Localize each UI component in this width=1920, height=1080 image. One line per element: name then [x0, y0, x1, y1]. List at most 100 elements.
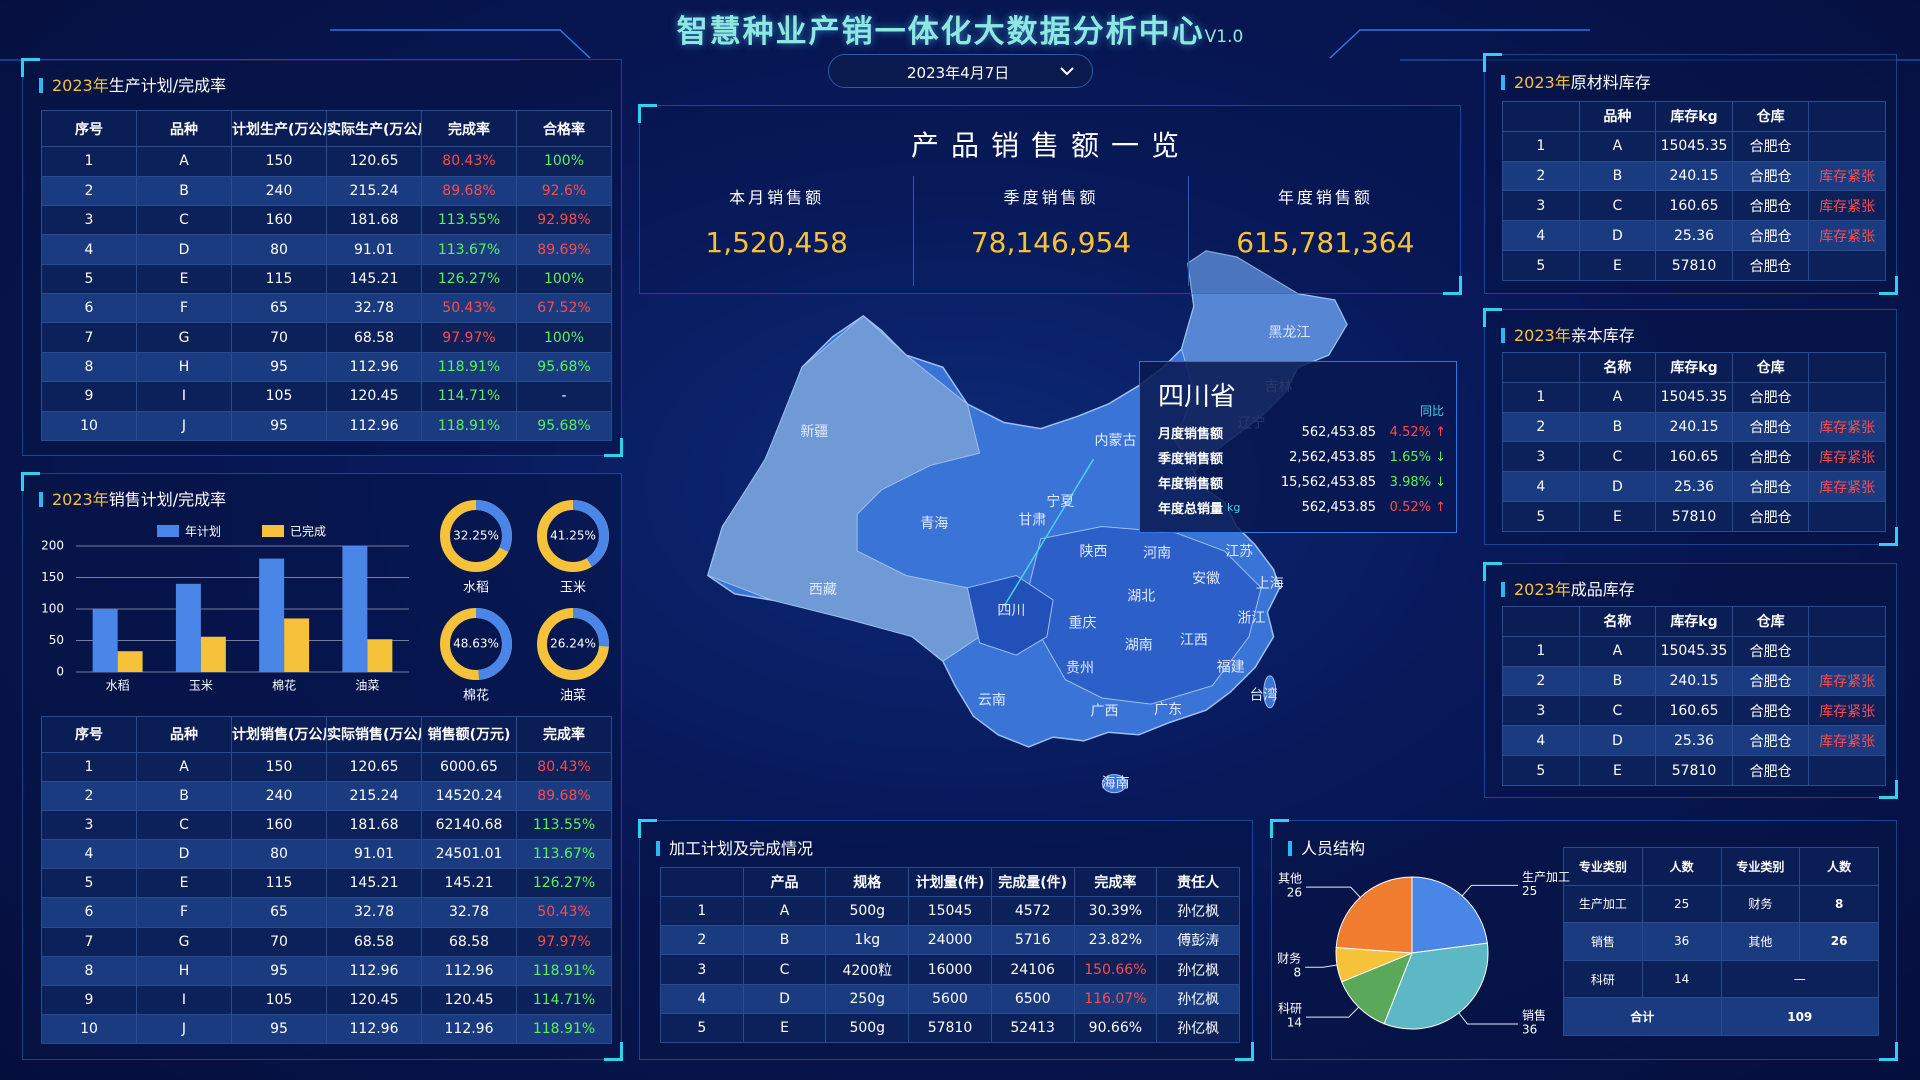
table-row: 销售 36 其他 26 — [1563, 922, 1879, 961]
table-cell: 合计 — [1563, 997, 1722, 1036]
table-cell: I — [136, 984, 232, 1015]
decor-line — [1329, 29, 1590, 59]
table-cell: 36 — [1641, 922, 1722, 961]
kpi-label: 本月销售额 — [729, 188, 825, 207]
table-cell: 2 — [41, 781, 137, 812]
table-cell: D — [1578, 725, 1657, 757]
table-cell: 6000.65 — [421, 751, 517, 783]
table-cell: 库存紧张 — [1808, 665, 1886, 697]
table-cell: 24000 — [908, 925, 992, 956]
table-cell: J — [136, 410, 232, 442]
header-cell — [1808, 101, 1886, 132]
table-row: 4 D 250g 5600 6500 116.07% 孙亿枫 — [660, 983, 1240, 1014]
row-label: 年度销售额 — [1158, 477, 1224, 492]
inventory-table: 名称 库存kg 仓库 1 A 15045.35 合肥仓 2 B 240.15 合肥仓 库存紧张 3 C 16… — [1502, 352, 1886, 532]
table-cell: 95 — [231, 351, 327, 383]
table-row: 2 B 240 215.24 14520.24 89.68% — [41, 781, 612, 812]
table-cell: E — [1578, 755, 1657, 786]
table-cell: G — [136, 926, 232, 957]
table-cell: E — [136, 263, 232, 295]
header-cell: 仓库 — [1731, 606, 1810, 637]
table-cell: 181.68 — [326, 810, 422, 841]
header-cell: 库存kg — [1655, 352, 1733, 383]
table-cell: 118.91% — [421, 410, 517, 442]
table-cell: 23.82% — [1073, 925, 1158, 956]
table-cell: A — [1578, 130, 1657, 162]
title-text: 人员结构 — [1301, 839, 1366, 858]
table-cell: C — [136, 810, 232, 841]
table-cell: 1 — [41, 751, 137, 783]
province-label: 河南 — [1143, 545, 1171, 561]
table-cell: 14 — [1641, 959, 1722, 999]
table-cell: 160.65 — [1655, 190, 1733, 222]
province-label: 云南 — [978, 692, 1006, 708]
header-cell: 序号 — [41, 716, 137, 753]
table: 序号品种计划销售(万公斤)实际销售(万公斤)销售额(万元)完成率1A150120… — [41, 716, 612, 1045]
table-cell: 126.27% — [516, 868, 612, 899]
table-cell: 4572 — [990, 896, 1075, 927]
row-label: 年度总销量 — [1158, 502, 1224, 517]
table-row: 4 D 25.36 合肥仓 库存紧张 — [1502, 725, 1886, 757]
table-cell: C — [1578, 190, 1657, 222]
table-cell: 库存紧张 — [1808, 220, 1886, 252]
header-cell: 计划生产(万公斤) — [231, 109, 327, 148]
row-change: 0.52% ↑ — [1389, 500, 1446, 515]
table-row: 2 B 240.15 合肥仓 库存紧张 — [1502, 160, 1886, 192]
panel-title: 2023年生产计划/完成率 — [39, 72, 226, 96]
table-cell: A — [136, 146, 232, 177]
table-cell: 500g — [825, 896, 910, 927]
table-cell: 113.55% — [421, 204, 517, 236]
table-row: 1 A 15045.35 合肥仓 — [1502, 130, 1886, 162]
table-cell: 合肥仓 — [1731, 190, 1810, 222]
table-cell: 145.21 — [421, 868, 517, 899]
province-label: 陕西 — [1079, 544, 1107, 560]
table-cell: 112.96 — [326, 410, 422, 442]
table-cell: 57810 — [908, 1012, 992, 1044]
table-row: 2 B 240 215.24 89.68% 92.6% — [41, 175, 612, 207]
table-row: 7 G 70 68.58 68.58 97.97% — [41, 926, 612, 957]
table-cell: 115 — [231, 868, 327, 899]
table-cell: 9 — [41, 984, 137, 1015]
table-cell: 100% — [516, 263, 612, 295]
table-cell: 销售 — [1563, 922, 1643, 961]
table-row: 3 C 160.65 合肥仓 库存紧张 — [1502, 695, 1886, 727]
table-cell: 6 — [41, 897, 137, 928]
production-table: 序号品种计划生产(万公斤)实际生产(万公斤)完成率合格率1A150120.658… — [41, 109, 612, 442]
header-cell: 规格 — [825, 866, 910, 898]
table-cell: 4 — [1502, 471, 1580, 503]
table-cell: 9 — [41, 381, 137, 412]
panel-title: 加工计划及完成情况 — [656, 835, 813, 859]
table-row: 5 E 115 145.21 145.21 126.27% — [41, 868, 612, 899]
table-cell: D — [136, 839, 232, 870]
table-cell: 120.45 — [326, 984, 422, 1015]
table-cell: 3 — [1502, 695, 1580, 727]
header-cell: 仓库 — [1731, 101, 1810, 132]
title-year: 2023年 — [52, 490, 109, 509]
table-cell: 1 — [660, 896, 744, 927]
table-cell: 240.15 — [1655, 411, 1733, 443]
header-cell: 计划量(件) — [908, 866, 992, 898]
table-cell: 财务 — [1720, 884, 1801, 924]
table: 品种 库存kg 仓库 1 A 15045.35 合肥仓 2 B 240.15 合肥仓 库存紧张 3 C 16… — [1502, 101, 1886, 281]
province-label: 海南 — [1102, 776, 1130, 792]
header-cell: 仓库 — [1731, 352, 1810, 383]
table-cell: 30.39% — [1073, 896, 1158, 927]
table-cell: 5 — [1502, 250, 1580, 281]
table-cell: 113.67% — [421, 234, 517, 265]
header-cell: 序号 — [41, 109, 137, 148]
inventory-table: 名称 库存kg 仓库 1 A 15045.35 合肥仓 2 B 240.15 合肥仓 库存紧张 3 C 16… — [1502, 606, 1886, 786]
date-picker[interactable]: 2023年4月7日 — [828, 54, 1093, 88]
table-cell: 120.65 — [326, 751, 422, 783]
popup-row: 年度总销量 kg 562,453.85 0.52% ↑ — [1158, 495, 1446, 520]
table-cell: 25.36 — [1655, 220, 1733, 252]
table-cell: 80 — [231, 234, 327, 265]
table-row: 7 G 70 68.58 97.97% 100% — [41, 322, 612, 353]
personnel-table: 专业类别 人数 专业类别 人数 生产加工 25 财务 8 销售 36 其他 26 科研 14— 合计 109 — [1563, 847, 1879, 1036]
table-cell: 100% — [516, 322, 612, 353]
table-cell: 1 — [1502, 381, 1580, 413]
header-cell — [660, 866, 744, 898]
table-cell: 109 — [1720, 997, 1879, 1036]
table-cell: J — [136, 1013, 232, 1045]
header-cell: 销售额(万元) — [421, 716, 517, 753]
header-cell: 人数 — [1799, 847, 1879, 886]
